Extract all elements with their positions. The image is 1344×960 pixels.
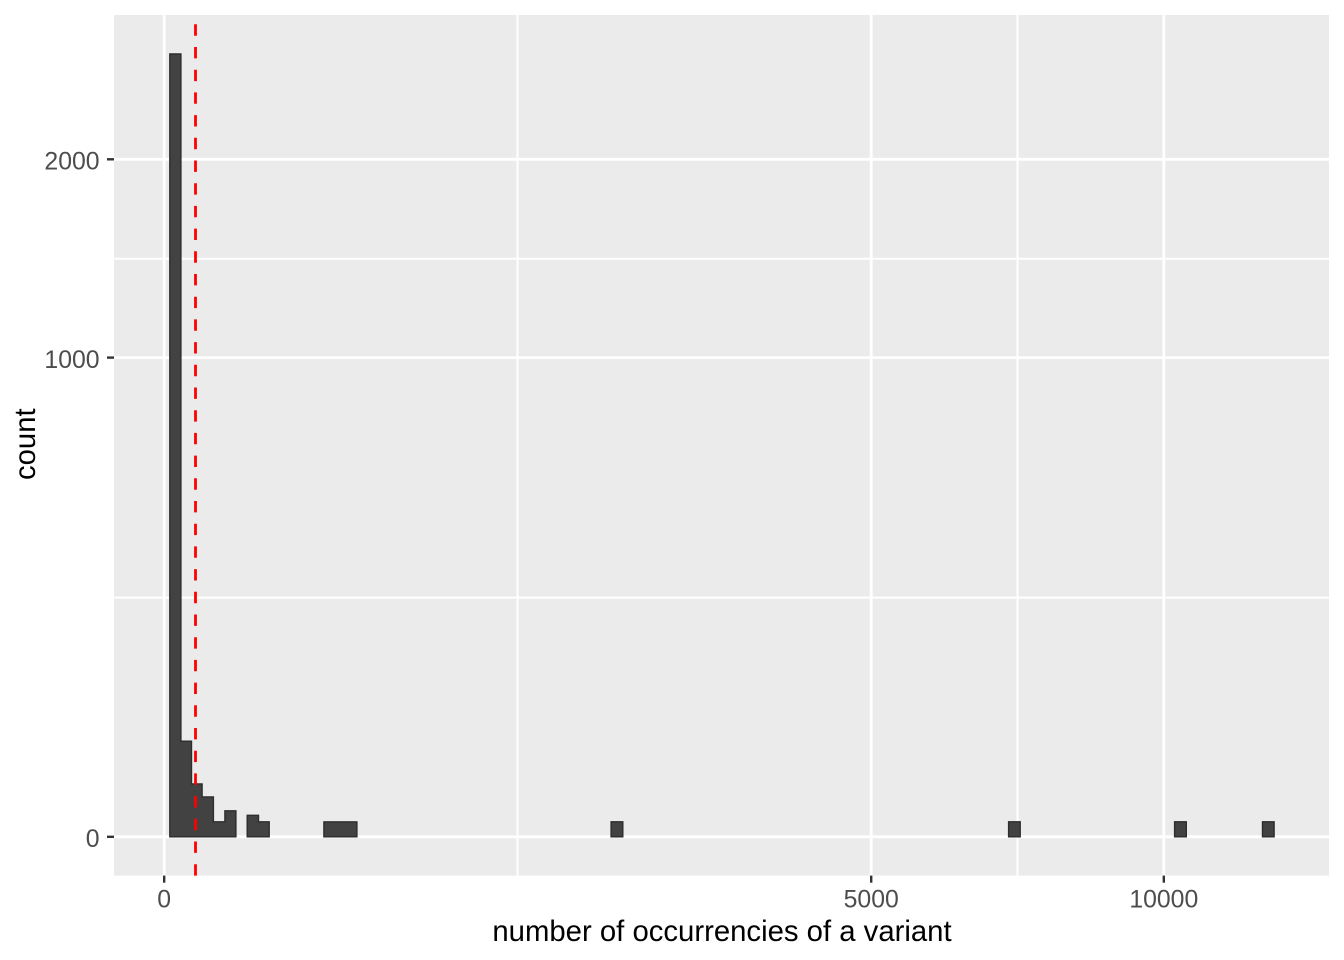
svg-text:10000: 10000 <box>1129 886 1198 913</box>
svg-text:count: count <box>9 408 42 480</box>
svg-text:5000: 5000 <box>844 886 899 913</box>
svg-text:number of occurrencies of a va: number of occurrencies of a variant <box>492 915 951 948</box>
svg-text:0: 0 <box>86 826 100 853</box>
svg-text:2000: 2000 <box>44 149 99 176</box>
svg-text:0: 0 <box>157 886 171 913</box>
svg-text:1000: 1000 <box>44 347 99 374</box>
